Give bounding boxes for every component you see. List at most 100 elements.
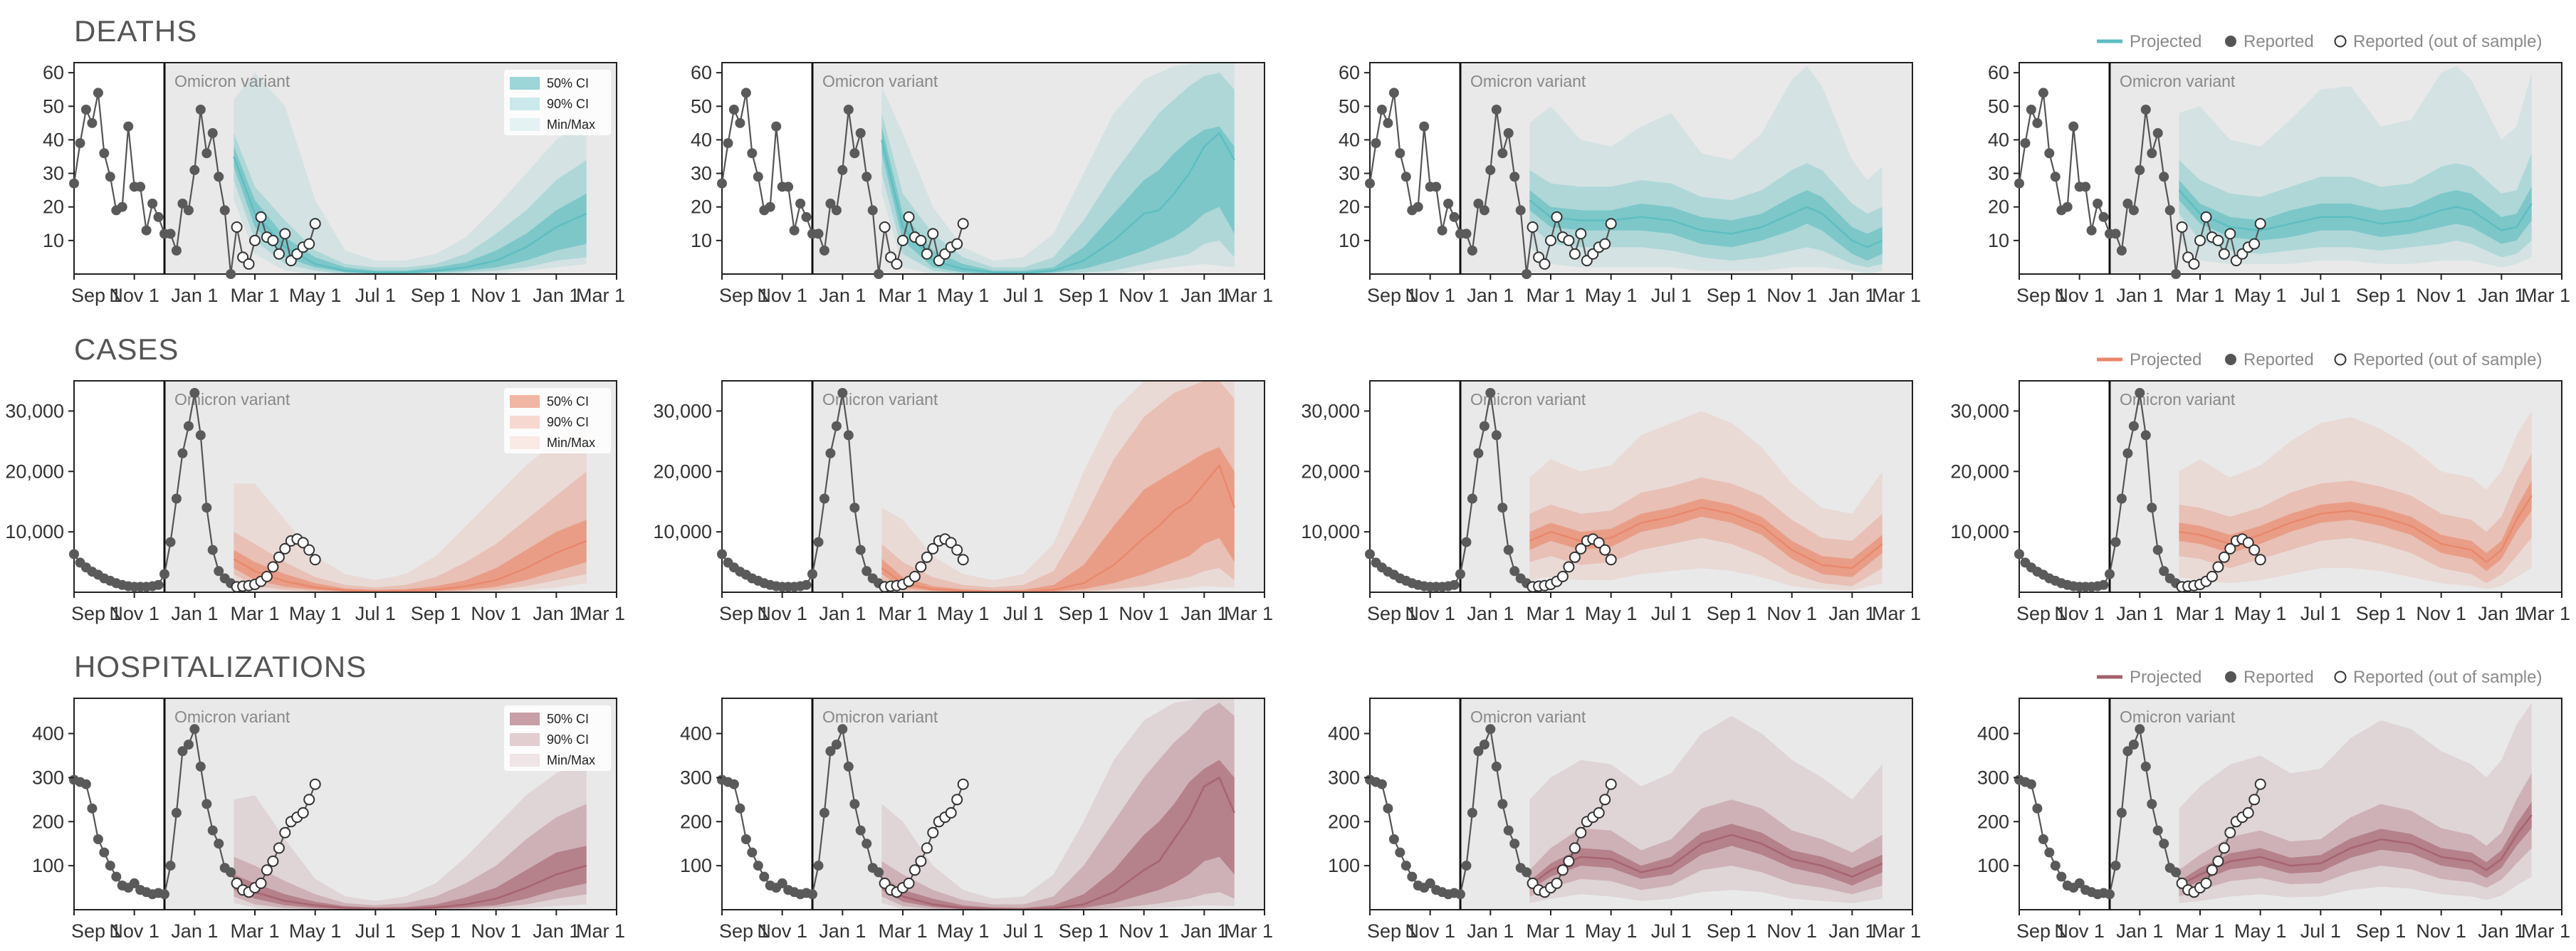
- x-tick-label: Nov 1: [1766, 285, 1817, 306]
- out-of-sample-point: [2224, 826, 2236, 839]
- y-tick-label: 200: [1328, 811, 1360, 832]
- x-tick-label: May 1: [1585, 920, 1638, 942]
- reported-point: [837, 388, 848, 398]
- ci-legend-label-ci90: 90% CI: [547, 732, 589, 747]
- reported-point: [93, 834, 103, 844]
- panel-frame: [1369, 380, 1913, 593]
- x-tick-label: Mar 1: [2521, 285, 2570, 306]
- band-ci90: [234, 471, 587, 592]
- reported-point: [177, 746, 188, 757]
- x-tick-label: Jul 1: [1651, 603, 1692, 624]
- reported-point: [2086, 225, 2097, 236]
- legend-reported-marker: [2225, 36, 2236, 47]
- out-of-sample-point: [1575, 228, 1587, 240]
- x-tick-label: Jan 1: [171, 603, 218, 624]
- out-of-sample-point: [915, 561, 927, 573]
- out-of-sample-point: [303, 238, 315, 250]
- reported-point: [129, 878, 140, 888]
- out-of-sample-point: [2242, 537, 2254, 549]
- legend-projected-label: Projected: [2130, 668, 2201, 687]
- out-of-sample-point: [273, 842, 285, 854]
- y-tick-label: 10: [1339, 230, 1360, 251]
- reported-point: [1413, 201, 1423, 212]
- projected-median-line: [1529, 506, 1883, 569]
- reported-point: [123, 121, 134, 132]
- reported-point: [862, 172, 872, 182]
- x-tick-label: Nov 1: [2416, 920, 2466, 942]
- x-tick-label: Nov 1: [757, 603, 807, 624]
- x-tick-label: Mar 1: [1224, 920, 1273, 942]
- out-of-sample-point: [1575, 542, 1587, 555]
- reported-point: [855, 825, 866, 836]
- out-of-sample-point: [1539, 258, 1551, 270]
- reported-point: [777, 878, 787, 888]
- x-tick-label: Mar 1: [878, 603, 927, 624]
- panel-frame: [73, 698, 617, 910]
- band-ci50: [1529, 190, 1883, 261]
- x-tick-label: Sep 1: [1059, 285, 1109, 306]
- out-of-sample-point: [909, 570, 921, 582]
- reported-point: [747, 847, 758, 858]
- reported-point: [1509, 172, 1520, 182]
- out-of-sample-point: [951, 238, 963, 250]
- y-tick-label: 60: [691, 62, 712, 83]
- reported-point: [159, 569, 169, 579]
- out-of-sample-point: [927, 542, 939, 555]
- reported-point: [2128, 421, 2139, 431]
- out-of-sample-point: [1593, 537, 1605, 549]
- x-tick-label: May 1: [2234, 603, 2287, 624]
- x-tick-label: Jan 1: [819, 920, 866, 942]
- reported-point: [1497, 799, 1508, 809]
- y-tick-label: 400: [1977, 723, 2009, 745]
- reported-point: [1407, 871, 1418, 882]
- reported-point: [819, 807, 829, 818]
- x-tick-label: Jan 1: [171, 285, 218, 306]
- ci-legend-swatch-ci90: [510, 416, 540, 429]
- out-of-sample-point: [927, 228, 939, 240]
- projected-median-line: [233, 156, 587, 273]
- out-of-sample-point: [297, 806, 309, 819]
- reported-point: [735, 117, 745, 128]
- ci-legend-label-ci90: 90% CI: [547, 415, 589, 429]
- reported-point: [795, 199, 806, 209]
- reported-point: [1419, 121, 1430, 132]
- reported-point: [2105, 889, 2115, 900]
- reported-point: [789, 225, 800, 236]
- band-ci50: [1529, 498, 1883, 577]
- reported-point: [1467, 493, 1477, 504]
- reported-point: [207, 128, 218, 138]
- out-of-sample-point: [273, 551, 285, 563]
- x-tick-label: Jan 1: [2478, 603, 2525, 624]
- shaded-region: [1460, 381, 1912, 592]
- x-tick-label: Nov 1: [1766, 603, 1817, 624]
- section-title-1: CASES: [74, 332, 179, 366]
- reported-point: [111, 871, 122, 882]
- out-of-sample-point: [1556, 864, 1569, 876]
- out-of-sample-point: [1563, 855, 1575, 867]
- legend-reported-label: Reported: [2243, 668, 2314, 687]
- section-title-0: DEATHS: [74, 14, 197, 48]
- reported-point: [2098, 211, 2109, 222]
- reported-point: [2098, 579, 2109, 590]
- out-of-sample-point: [1569, 842, 1581, 854]
- y-tick-label: 20: [43, 196, 64, 218]
- reported-point: [1473, 746, 1484, 757]
- reported-point: [165, 537, 176, 547]
- out-of-sample-point: [309, 778, 321, 790]
- reported-point: [2032, 117, 2043, 128]
- x-tick-label: Jan 1: [2116, 920, 2163, 942]
- x-tick-label: Jan 1: [1467, 920, 1514, 942]
- out-of-sample-point: [2188, 258, 2200, 270]
- reported-point: [171, 807, 182, 818]
- y-tick-label: 20: [1339, 196, 1360, 218]
- y-tick-label: 20,000: [653, 461, 712, 482]
- out-of-sample-point: [2218, 551, 2230, 563]
- x-tick-label: Nov 1: [471, 603, 521, 624]
- y-tick-label: 20,000: [5, 461, 64, 482]
- x-tick-label: Nov 1: [109, 603, 159, 624]
- out-of-sample-point: [279, 228, 291, 240]
- x-tick-label: Sep 1: [1707, 285, 1757, 306]
- x-tick-label: Sep 1: [2356, 920, 2407, 942]
- x-tick-label: Nov 1: [2416, 285, 2466, 306]
